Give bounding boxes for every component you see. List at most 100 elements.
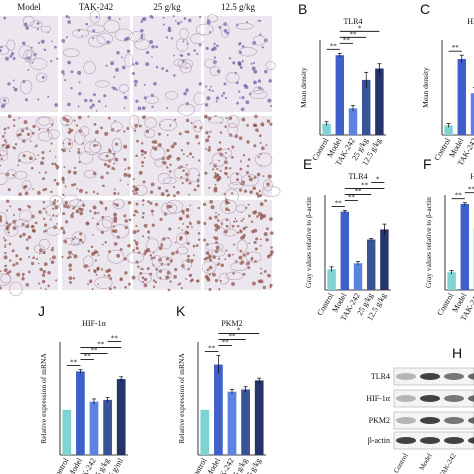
cell	[73, 183, 77, 186]
cell	[193, 49, 196, 52]
cell	[260, 272, 263, 275]
bar	[460, 203, 470, 290]
cell	[143, 84, 146, 86]
cell	[220, 94, 224, 97]
blot-band	[396, 417, 416, 424]
cell	[90, 279, 92, 281]
cell	[63, 166, 66, 169]
cell	[185, 278, 188, 280]
cell	[132, 230, 137, 235]
cell	[95, 273, 98, 276]
significance-label: **	[348, 193, 356, 201]
cell	[230, 192, 234, 195]
significance-label: **	[335, 199, 343, 207]
cell	[95, 15, 98, 19]
cell	[79, 211, 84, 216]
cell	[166, 271, 171, 275]
column-header: 25 g/kg	[153, 2, 181, 12]
cell	[150, 93, 154, 98]
cell	[181, 59, 185, 63]
cell	[115, 67, 120, 72]
cell	[220, 263, 224, 267]
cell	[92, 205, 97, 210]
cell	[107, 16, 112, 20]
alveolus	[265, 61, 276, 71]
cell	[224, 125, 227, 128]
cell	[25, 26, 29, 30]
cell	[213, 42, 216, 46]
cell	[151, 223, 155, 227]
significance-label: *	[358, 24, 362, 32]
cell	[62, 116, 67, 121]
cell	[5, 56, 9, 61]
cell	[12, 219, 17, 224]
cell	[155, 268, 158, 271]
bar	[214, 364, 223, 455]
cell	[205, 46, 209, 50]
cell	[65, 220, 69, 224]
alveolus	[18, 45, 33, 60]
alveolus	[165, 91, 178, 100]
cell	[7, 188, 11, 192]
cell	[162, 160, 167, 165]
panel-letter: H	[452, 345, 462, 361]
cell	[165, 69, 169, 73]
bar	[375, 68, 384, 135]
cell	[54, 103, 58, 107]
cell	[113, 75, 116, 79]
alveolus	[253, 86, 264, 95]
cell	[185, 164, 188, 166]
cell	[258, 189, 261, 193]
cell	[55, 182, 60, 186]
cell	[257, 279, 262, 283]
cell	[113, 162, 116, 165]
alveolus	[202, 260, 217, 274]
cell	[67, 102, 71, 107]
cell	[13, 213, 16, 216]
cell	[118, 18, 121, 20]
cell	[25, 246, 29, 250]
cell	[165, 36, 169, 39]
cell	[38, 171, 41, 174]
cell	[199, 15, 202, 18]
cell	[119, 247, 123, 251]
cell	[67, 60, 72, 65]
alveolus	[72, 28, 90, 38]
cell	[123, 144, 128, 149]
cell	[259, 141, 262, 144]
cell	[205, 251, 210, 255]
cell	[267, 273, 271, 278]
cell	[187, 254, 190, 258]
cell	[218, 26, 222, 29]
cell	[170, 37, 174, 40]
cell	[135, 61, 139, 65]
cell	[51, 246, 54, 249]
cell	[43, 48, 47, 51]
cell	[245, 100, 250, 105]
cell	[38, 282, 41, 285]
cell	[135, 202, 139, 206]
cell	[61, 255, 64, 258]
cell	[7, 114, 12, 119]
cell	[68, 263, 73, 268]
cell	[97, 283, 99, 285]
cell	[150, 182, 155, 187]
cell	[250, 220, 254, 223]
cell	[68, 127, 71, 130]
cell	[244, 233, 246, 236]
cell	[162, 16, 165, 19]
cell	[68, 139, 71, 141]
cell	[36, 21, 40, 25]
cell	[53, 178, 57, 182]
significance-label: **	[84, 353, 92, 361]
cell	[173, 186, 176, 189]
bar	[322, 123, 331, 135]
cell	[181, 209, 185, 214]
cell	[39, 248, 43, 253]
cell	[91, 233, 94, 236]
cell	[190, 122, 193, 125]
cell	[208, 216, 213, 220]
cell	[132, 178, 135, 181]
cell	[18, 192, 22, 196]
cell	[49, 218, 52, 221]
